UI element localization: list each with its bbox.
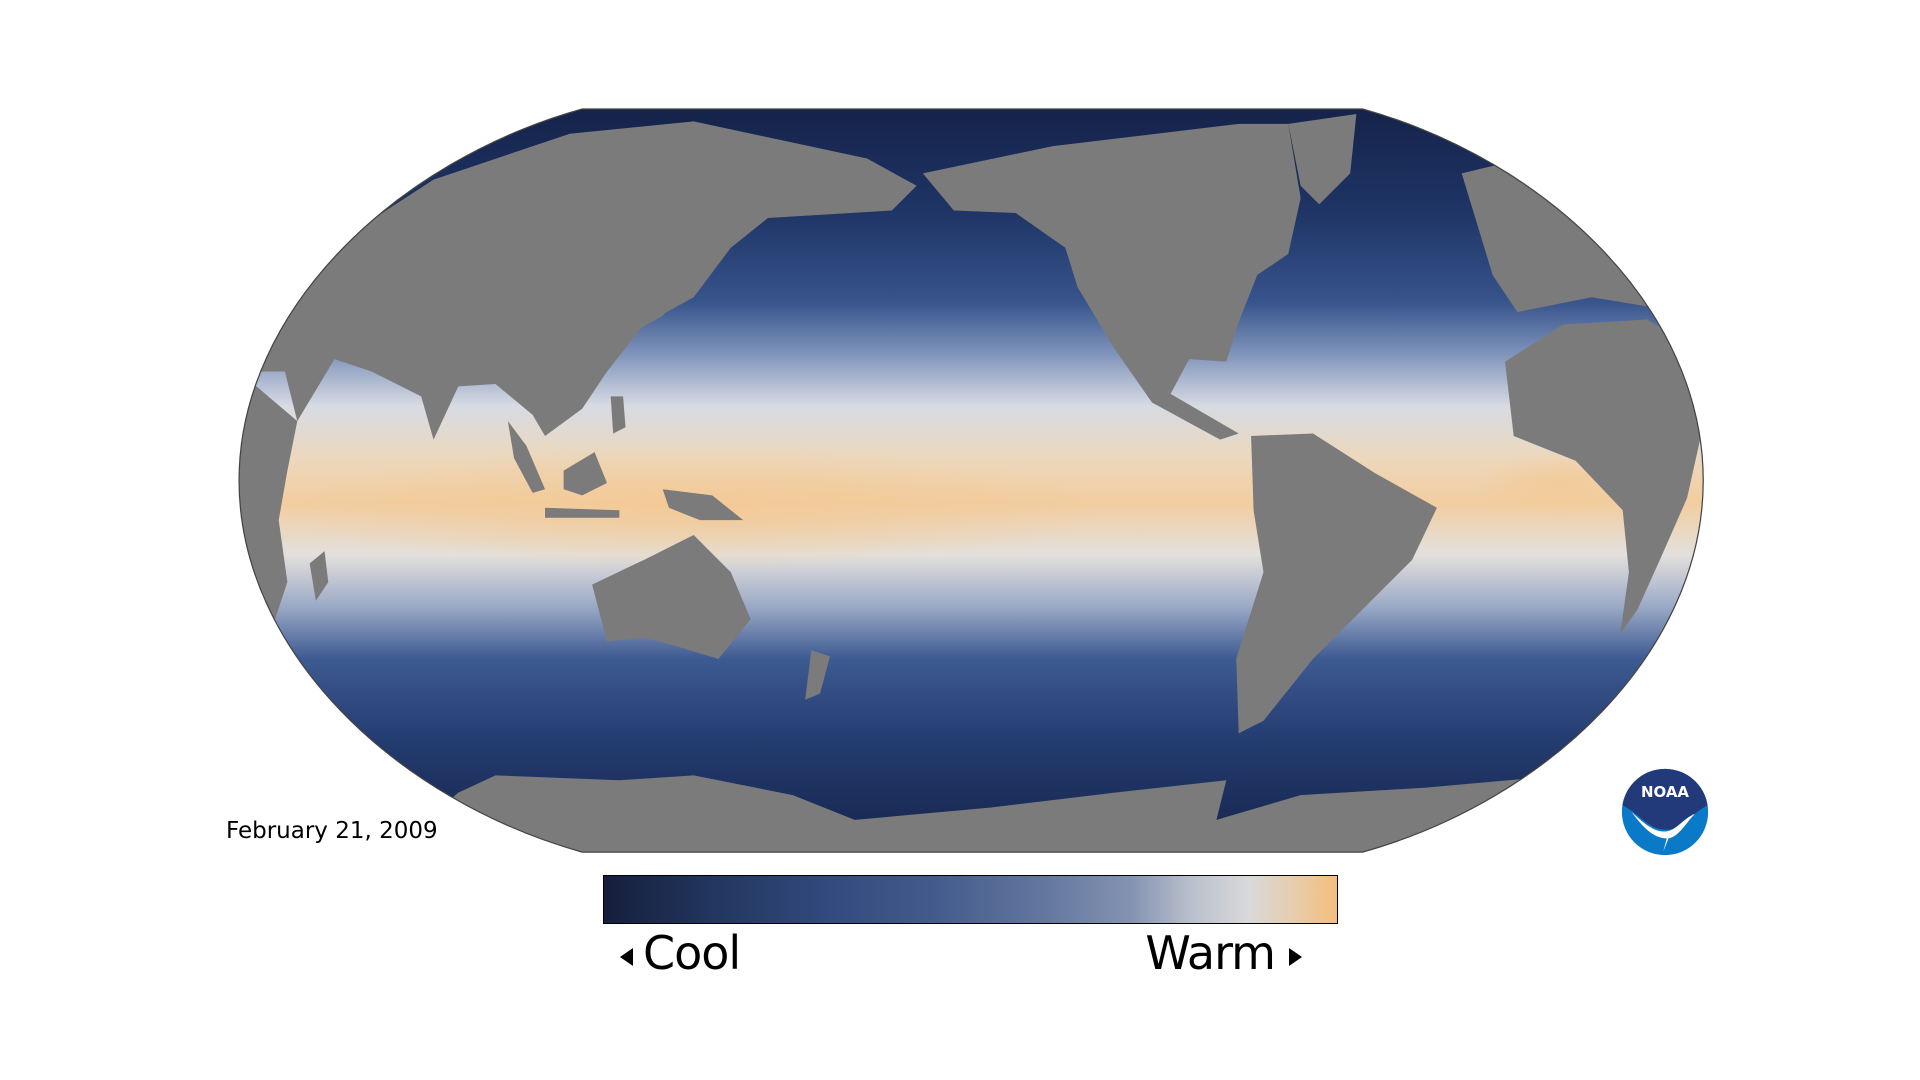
land-philippines: [610, 396, 626, 434]
landmasses: [239, 113, 1704, 853]
land-japan: [619, 266, 694, 337]
land-new-guinea: [662, 489, 744, 521]
cool-label: Cool: [620, 926, 741, 980]
svg-text:NOAA: NOAA: [1641, 783, 1689, 801]
land-new-zealand: [805, 650, 830, 700]
land-madagascar: [309, 551, 329, 601]
land-australia: [592, 535, 751, 659]
land-africa-east: [1505, 319, 1704, 635]
map-outline: [238, 108, 1704, 853]
land-antarctica: [371, 775, 1611, 853]
land-indonesia: [545, 507, 620, 518]
land-southeast-asia: [507, 421, 546, 493]
left-arrow-icon: [620, 947, 633, 966]
cool-label-text: Cool: [643, 926, 741, 980]
land-africa-west: [239, 371, 298, 620]
color-scale-bar: [603, 875, 1338, 924]
land-asia: [239, 121, 917, 440]
land-greenland: [1288, 113, 1357, 205]
land-borneo: [563, 452, 607, 496]
land-south-america: [1236, 433, 1437, 734]
map-date: February 21, 2009: [226, 818, 438, 844]
warm-label: Warm: [1145, 926, 1302, 980]
warm-label-text: Warm: [1145, 926, 1276, 980]
noaa-logo: NOAA: [1621, 768, 1709, 856]
land-north-america: [922, 123, 1301, 440]
right-arrow-icon: [1289, 947, 1302, 966]
